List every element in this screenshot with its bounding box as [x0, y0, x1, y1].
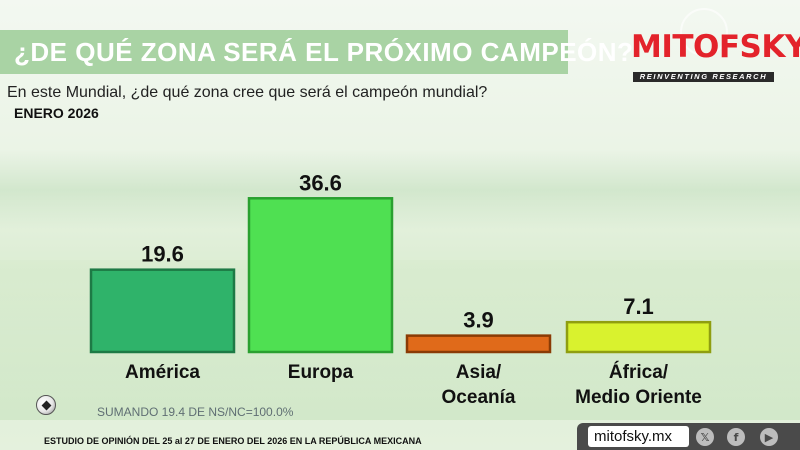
- category-label-3-0: África/: [609, 361, 669, 383]
- page-title: ¿DE QUÉ ZONA SERÁ EL PRÓXIMO CAMPEÓN?: [14, 36, 634, 67]
- value-label-1: 36.6: [299, 170, 342, 195]
- value-label-2: 3.9: [463, 308, 494, 333]
- bar-3: [565, 320, 712, 354]
- x-icon[interactable]: 𝕏: [696, 428, 714, 446]
- youtube-icon[interactable]: ▶: [760, 428, 778, 446]
- bar-0: [89, 268, 236, 354]
- title-bar: ¿DE QUÉ ZONA SERÁ EL PRÓXIMO CAMPEÓN?: [0, 30, 633, 74]
- bar-1: [247, 197, 394, 354]
- logo-tagline: REINVENTING RESEARCH: [633, 72, 774, 82]
- website-text: mitofsky.mx: [594, 428, 673, 445]
- category-label-1-0: Europa: [288, 362, 354, 383]
- study-footnote: ESTUDIO DE OPINIÓN DEL 25 al 27 DE ENERO…: [44, 436, 422, 446]
- value-label-0: 19.6: [141, 242, 184, 267]
- soccer-ball-icon: [36, 395, 56, 415]
- website-link[interactable]: mitofsky.mx: [588, 426, 689, 447]
- category-label-3-1: Medio Oriente: [575, 387, 702, 408]
- bar-2: [405, 334, 552, 354]
- background-band: [0, 150, 800, 230]
- nsnc-note: SUMANDO 19.4 DE NS/NC=100.0%: [97, 405, 294, 419]
- facebook-icon[interactable]: f: [727, 428, 745, 446]
- survey-question: En este Mundial, ¿de qué zona cree que s…: [7, 84, 488, 101]
- category-label-2-1: Oceanía: [442, 387, 516, 408]
- value-label-3: 7.1: [623, 294, 654, 319]
- category-label-2-0: Asia/: [456, 362, 502, 383]
- mitofsky-logo: MITOFSKY: [631, 29, 800, 65]
- survey-date: ENERO 2026: [14, 105, 99, 121]
- soccer-ball-watermark-icon: [680, 8, 728, 56]
- category-label-0-0: América: [125, 362, 200, 383]
